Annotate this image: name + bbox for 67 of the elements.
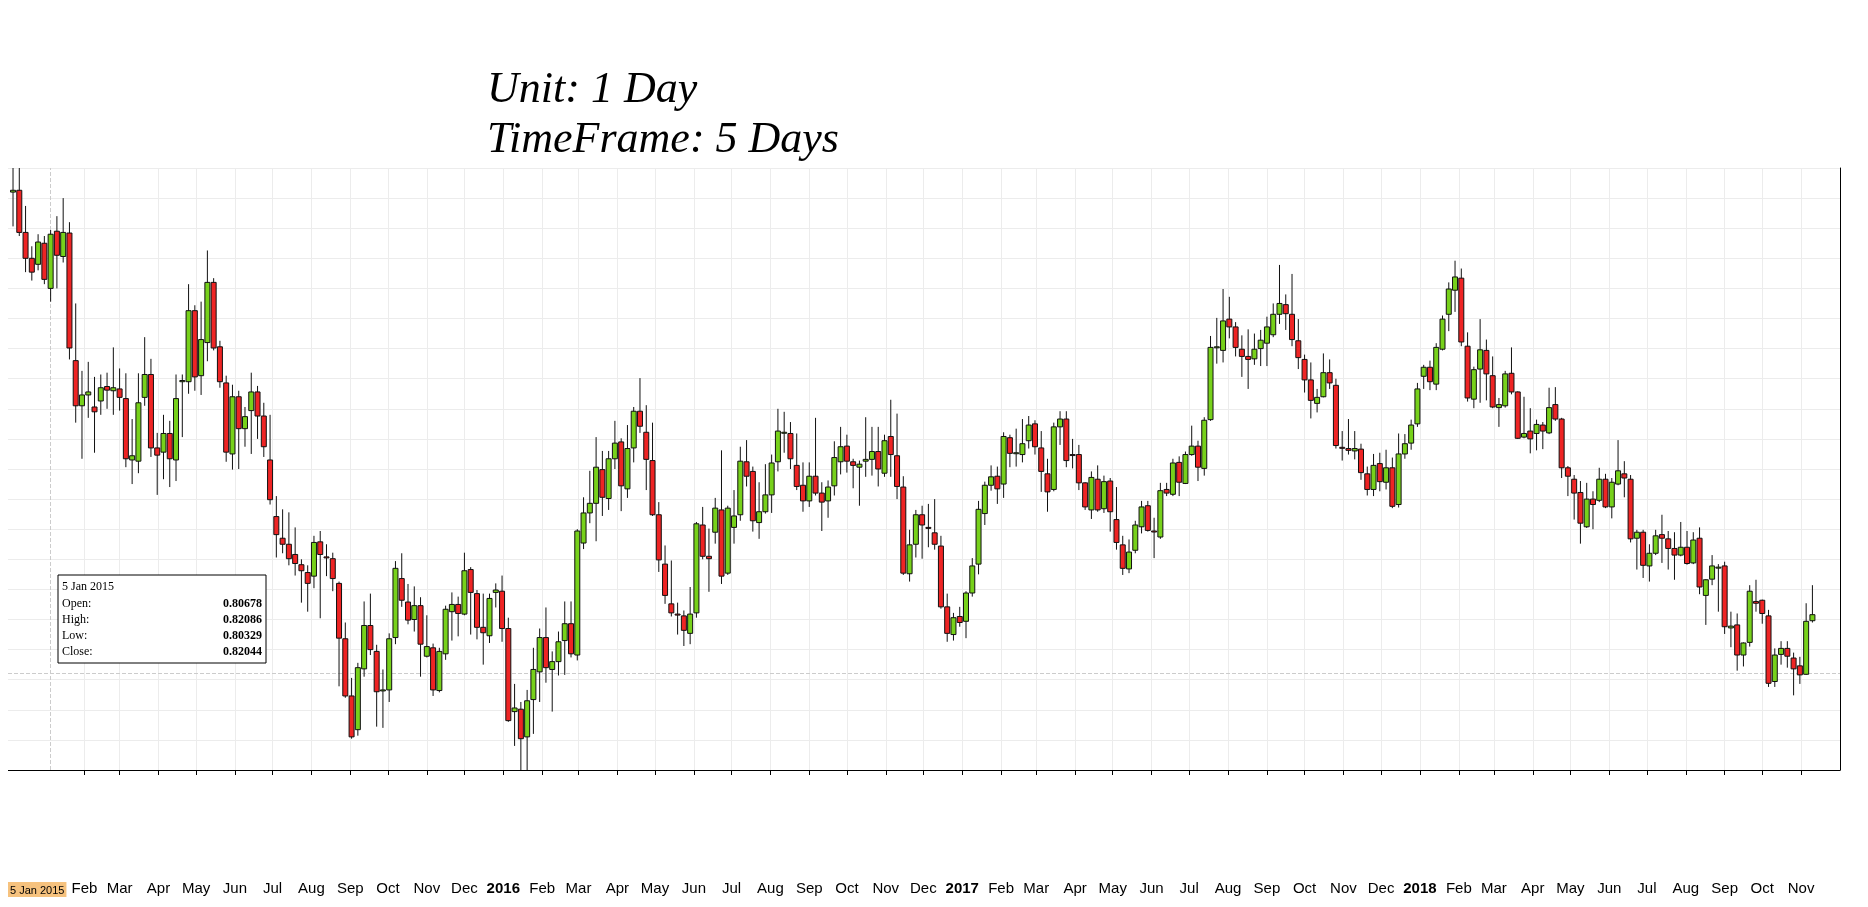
x-tick-label: Apr [1063,879,1087,896]
x-tick-label: Aug [757,879,784,896]
chart-title: Unit: 1 Day [487,62,698,112]
annotation: 0.82086 [223,612,262,626]
x-tick-label: Mar [106,879,133,896]
x-tick-label: May [1556,879,1586,896]
x-tick-label: Jul [1637,879,1657,896]
x-tick-label: Jun [1139,879,1164,896]
text: 5 Jan 2015 [10,883,65,896]
annotation: 0.82044 [223,644,262,658]
x-tick-label: 2018 [1403,879,1437,896]
candlestick [1809,584,1816,624]
x-tick-label: Aug [1672,879,1700,896]
x-tick-label: Mar [1023,879,1050,896]
x-tick-label: Sep [1253,879,1281,896]
x-tick-label: Sep [1711,879,1738,896]
candlestick [1113,486,1120,551]
x-tick-label: Nov [872,879,900,896]
x-tick-label: Jun [222,879,248,896]
x-tick-label: May [181,879,211,896]
x-tick-label: Dec [1367,879,1395,896]
x-tick-label: 2017 [945,879,979,896]
candlestick [925,503,932,548]
x-tick-label: Feb [529,879,556,896]
annotation: 0.80678 [223,596,262,610]
x-tick-label: Jun [1597,879,1622,896]
annotation: Open: [62,596,92,610]
annotation: High: [62,612,90,626]
annotation: 5 Jan 2015 [62,579,114,593]
x-tick-label: Dec [451,879,479,896]
x-tick-label: Nov [1787,879,1815,896]
x-tick-label: May [1098,879,1128,896]
x-tick-label: Feb [71,879,98,896]
x-tick-label: May [640,879,670,896]
x-tick-label: Dec [910,879,938,896]
x-tick-label: Jul [721,879,742,896]
x-tick-label: Nov [413,879,441,896]
x-tick-label: Feb [988,879,1015,896]
x-tick-label: Apr [146,879,171,896]
x-tick-label: Apr [605,879,630,896]
x-tick-label: Jun [681,879,706,896]
annotation: Low: [62,628,88,642]
chart-subtitle: TimeFrame: 5 Days [487,112,839,162]
candlestick [91,376,98,454]
x-tick-label: Aug [1214,879,1242,896]
candlestick [931,498,938,551]
candlestick [1038,430,1045,493]
x-tick-label: Feb [1445,879,1472,896]
x-tick-label: Apr [1521,879,1545,896]
x-tick-label: Oct [1292,879,1318,896]
annotation: 0.80329 [223,628,262,642]
candlestick [298,558,305,604]
x-tick-label: Nov [1330,879,1358,896]
x-tick-label: Jul [1179,879,1199,896]
x-tick-label: Oct [1750,879,1775,896]
candlestick [1295,318,1302,370]
x-tick-label: Mar [1480,879,1507,896]
x-tick-label: Aug [298,879,325,896]
x-tick-label: Sep [795,879,823,896]
x-tick-label: Oct [835,879,860,896]
annotation: Close: [62,644,93,658]
x-tick-label: Oct [376,879,401,896]
candlestick [273,495,280,558]
x-tick-label: Sep [336,879,364,896]
x-tick-label: 2016 [486,879,520,896]
x-tick-label: Mar [565,879,592,896]
x-tick-label: Jul [262,879,283,896]
